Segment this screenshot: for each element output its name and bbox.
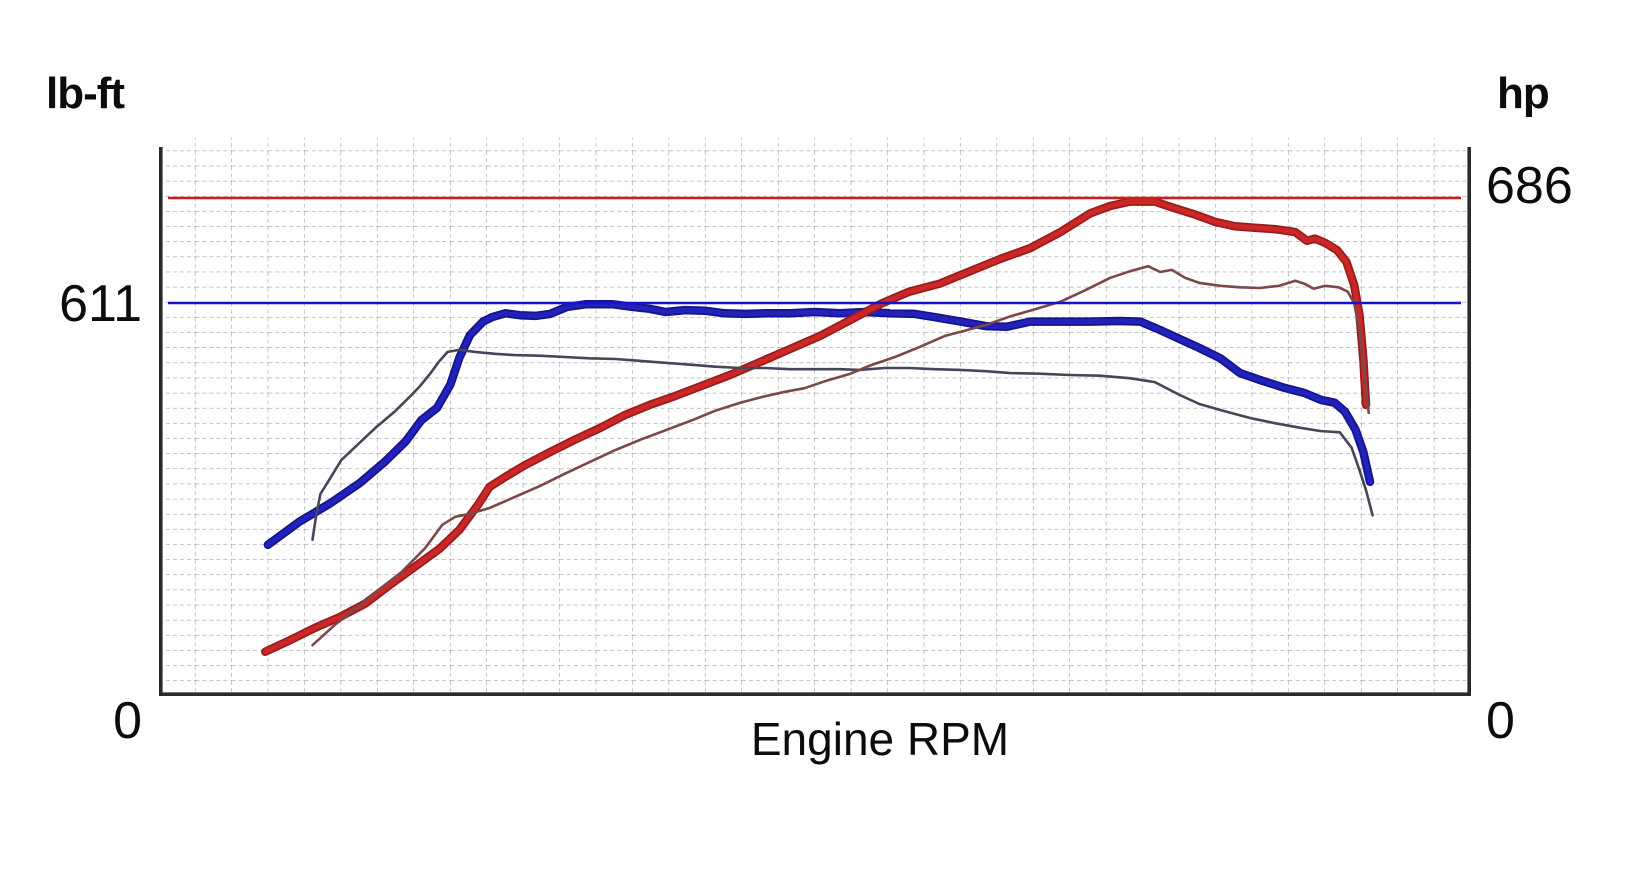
hp_secondary-curve [311, 264, 1370, 647]
left-axis-peak-value: 611 [59, 275, 142, 333]
curves-layer [168, 196, 1461, 656]
plot-area [159, 138, 1471, 696]
right-axis-zero-value: 0 [1486, 692, 1515, 750]
left-axis-zero-value: 0 [113, 692, 142, 750]
right-axis-unit-label: hp [1497, 69, 1550, 118]
x-axis-title: Engine RPM [750, 713, 1010, 765]
torque_secondary-curve [311, 348, 1374, 541]
hp_primary-curve [262, 199, 1369, 655]
left-axis-unit-label: lb-ft [46, 69, 125, 118]
right-axis-peak-value: 686 [1486, 157, 1573, 215]
